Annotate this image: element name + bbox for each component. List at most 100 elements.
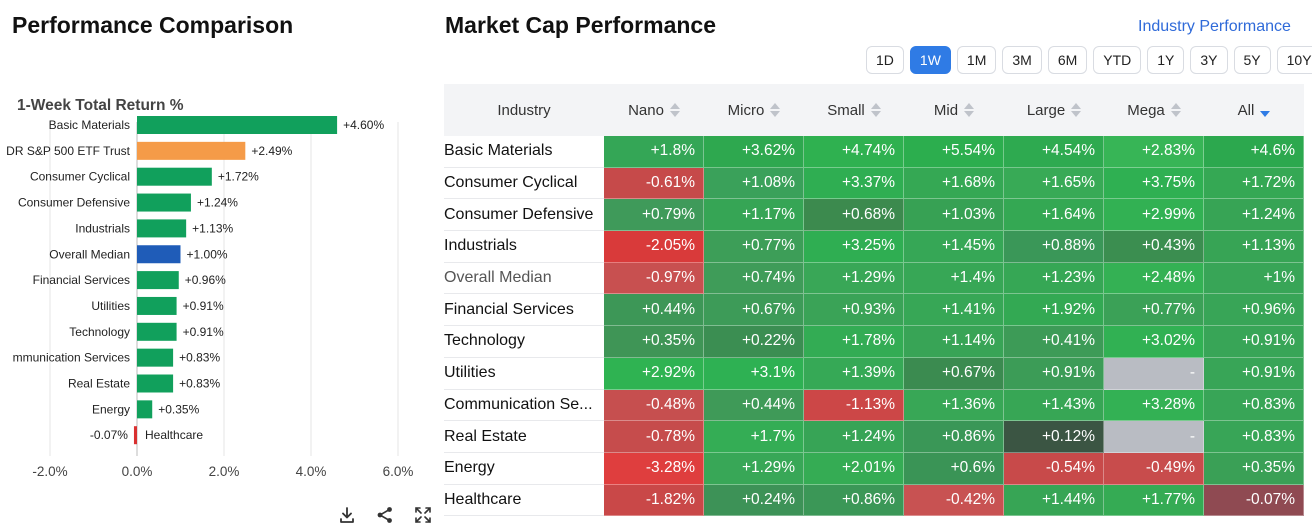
- table-row: Basic Materials +1.8% +3.62% +4.74% +5.54% +4…: [444, 136, 1304, 168]
- performance-bar-chart: 1-Week Total Return % -2.0% 0.0% 2.0% 4.0% 6.…: [0, 88, 440, 524]
- sort-icon[interactable]: [669, 103, 680, 117]
- data-label: +0.96%: [185, 273, 226, 287]
- performance-cell: +3.62%: [704, 136, 804, 168]
- data-label: +1.72%: [218, 170, 259, 184]
- industry-name[interactable]: Communication Se...: [444, 390, 604, 422]
- header-label: Nano: [628, 101, 664, 119]
- sort-icon[interactable]: [770, 103, 781, 117]
- header-label: Small: [827, 101, 865, 119]
- performance-cell: -0.54%: [1004, 452, 1104, 485]
- category-label: mmunication Services: [13, 351, 130, 365]
- period-button-1w[interactable]: 1W: [909, 46, 951, 74]
- performance-cell: +2.01%: [804, 452, 904, 485]
- table-row: Energy -3.28% +1.29% +2.01% +0.6% -0.54% -0.49…: [444, 452, 1304, 485]
- category-label: Consumer Cyclical: [30, 170, 130, 184]
- performance-cell: +1.4%: [904, 262, 1004, 295]
- category-label: Real Estate: [68, 377, 130, 391]
- period-button-5y[interactable]: 5Y: [1233, 46, 1271, 74]
- industry-name[interactable]: Basic Materials: [444, 136, 604, 168]
- performance-cell: +0.83%: [1204, 389, 1304, 422]
- sort-icon[interactable]: [870, 103, 881, 117]
- category-label: Basic Materials: [49, 118, 130, 132]
- table-row: Consumer Defensive +0.79% +1.17% +0.68% +1.0…: [444, 199, 1304, 232]
- industry-name[interactable]: Real Estate: [444, 421, 604, 453]
- period-button-ytd[interactable]: YTD: [1093, 46, 1142, 74]
- period-button-1y[interactable]: 1Y: [1147, 46, 1185, 74]
- period-button-3y[interactable]: 3Y: [1190, 46, 1228, 74]
- header-mega[interactable]: Mega: [1104, 102, 1204, 119]
- category-label: Utilities: [91, 299, 130, 313]
- industry-name[interactable]: Healthcare: [444, 485, 604, 517]
- sort-icon[interactable]: [1071, 103, 1082, 117]
- table-row: Communication Se... -0.48% +0.44% -1.13% +1.…: [444, 389, 1304, 422]
- industry-name[interactable]: Industrials: [444, 231, 604, 263]
- header-industry[interactable]: Industry: [444, 102, 604, 119]
- table-row: Industrials -2.05% +0.77% +3.25% +1.45% +0.88…: [444, 231, 1304, 263]
- performance-cell: +2.83%: [1104, 136, 1204, 168]
- industry-name[interactable]: Consumer Defensive: [444, 199, 604, 232]
- bar: [137, 348, 174, 367]
- header-micro[interactable]: Micro: [704, 102, 804, 119]
- performance-cell: +0.41%: [1004, 326, 1104, 358]
- industry-performance-link[interactable]: Industry Performance: [1138, 18, 1291, 35]
- bar: [137, 245, 181, 264]
- performance-cell: +1.7%: [704, 421, 804, 453]
- category-label: Overall Median: [49, 247, 130, 261]
- data-label: +0.91%: [183, 299, 224, 313]
- header-small[interactable]: Small: [804, 102, 904, 119]
- header-mid[interactable]: Mid: [904, 102, 1004, 119]
- industry-name[interactable]: Utilities: [444, 358, 604, 390]
- performance-cell: +3.1%: [704, 357, 804, 390]
- performance-cell: +3.28%: [1104, 389, 1204, 422]
- market-cap-performance-title: Market Cap Performance: [445, 12, 716, 38]
- sort-icon[interactable]: [1260, 103, 1271, 117]
- performance-cell: +1.64%: [1004, 199, 1104, 232]
- sort-icon[interactable]: [964, 103, 975, 117]
- performance-cell: +3.75%: [1104, 167, 1204, 200]
- performance-cell: +4.6%: [1204, 136, 1304, 168]
- industry-name[interactable]: Financial Services: [444, 294, 604, 327]
- data-label: +1.00%: [187, 247, 228, 261]
- share-icon[interactable]: [376, 506, 394, 524]
- period-button-3m[interactable]: 3M: [1002, 46, 1042, 74]
- x-tick-label: -2.0%: [32, 464, 67, 479]
- sort-icon[interactable]: [1170, 103, 1181, 117]
- performance-cell: +0.67%: [904, 357, 1004, 390]
- performance-cell: +1.41%: [904, 294, 1004, 327]
- performance-cell: +0.43%: [1104, 231, 1204, 263]
- x-tick-label: 6.0%: [383, 464, 414, 479]
- data-label: +1.13%: [192, 221, 233, 235]
- bar: [137, 193, 191, 212]
- data-label: +1.24%: [197, 196, 238, 210]
- period-button-1d[interactable]: 1D: [866, 46, 904, 74]
- expand-icon[interactable]: [414, 506, 432, 524]
- performance-cell: +1.45%: [904, 231, 1004, 263]
- performance-cell: +0.88%: [1004, 231, 1104, 263]
- period-button-6m[interactable]: 6M: [1047, 46, 1088, 74]
- industry-name[interactable]: Energy: [444, 453, 604, 485]
- industry-name[interactable]: Overall Median: [444, 263, 604, 295]
- market-cap-table: Industry Nano Micro Small Mid Large Mega All Ba…: [444, 84, 1304, 517]
- performance-cell: -1.82%: [604, 484, 704, 517]
- category-label: DR S&P 500 ETF Trust: [6, 144, 130, 158]
- performance-cell: -: [1104, 421, 1204, 453]
- performance-cell: +1.92%: [1004, 294, 1104, 327]
- header-all[interactable]: All: [1204, 102, 1304, 119]
- bar: [137, 116, 338, 134]
- industry-name[interactable]: Consumer Cyclical: [444, 168, 604, 200]
- header-nano[interactable]: Nano: [604, 102, 704, 119]
- performance-cell: -0.49%: [1104, 452, 1204, 485]
- performance-cell: +1.17%: [704, 199, 804, 232]
- data-label: +4.60%: [343, 118, 384, 132]
- header-label: Industry: [497, 101, 551, 119]
- performance-cell: -0.48%: [604, 389, 704, 422]
- performance-cell: +4.74%: [804, 136, 904, 168]
- download-icon[interactable]: [338, 506, 356, 524]
- header-large[interactable]: Large: [1004, 102, 1104, 119]
- period-button-1m[interactable]: 1M: [956, 46, 997, 74]
- category-label: Consumer Defensive: [18, 196, 130, 210]
- period-button-10y[interactable]: 10Y: [1276, 46, 1312, 74]
- table-row: Overall Median -0.97% +0.74% +1.29% +1.4% +1.…: [444, 262, 1304, 295]
- industry-name[interactable]: Technology: [444, 326, 604, 358]
